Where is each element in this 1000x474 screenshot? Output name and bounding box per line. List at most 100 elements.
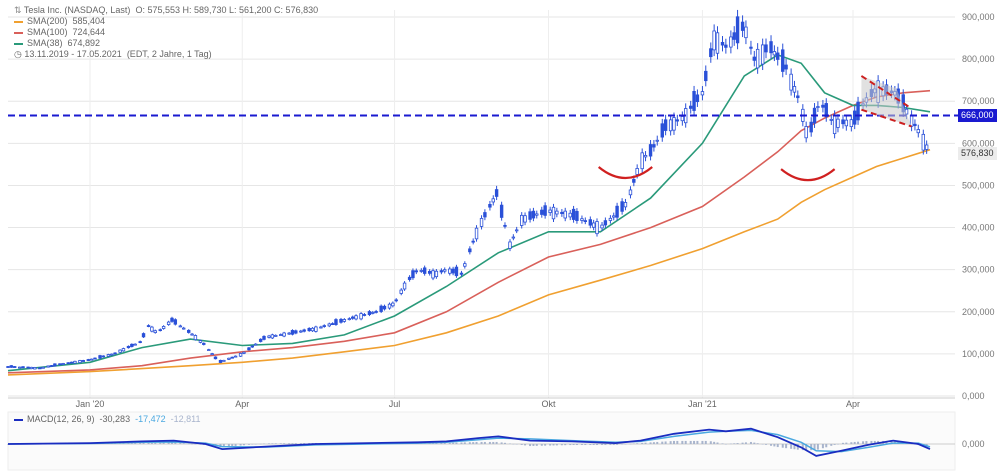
candle-body	[327, 323, 331, 327]
macd-histogram-bar	[515, 444, 518, 445]
last-price-tag: 576,830	[958, 147, 997, 160]
candle-body	[749, 46, 753, 49]
macd-histogram-bar	[910, 443, 913, 445]
y-tick-label: 400,000	[962, 223, 995, 233]
candle-body	[648, 144, 653, 157]
macd-histogram-bar	[724, 444, 727, 445]
candle-body	[81, 360, 85, 362]
macd-histogram-bar	[271, 443, 274, 444]
candle-body	[230, 356, 234, 359]
macd-histogram-bar	[535, 444, 538, 446]
macd-histogram-bar	[219, 444, 222, 447]
candle-body	[531, 210, 536, 219]
candle-body	[792, 86, 797, 93]
candle-body	[26, 366, 30, 369]
x-axis-labels: Jan '20 Apr Jul Okt Jan '21 Apr	[76, 399, 860, 409]
candle-body	[655, 139, 659, 142]
macd-histogram-bar	[681, 440, 684, 444]
candle-body	[821, 104, 825, 108]
candle-body	[299, 330, 303, 333]
macd-histogram-bar	[142, 442, 145, 444]
macd-histogram-bar	[676, 440, 679, 444]
macd-histogram-bar	[154, 442, 157, 444]
y-tick-label: 0,000	[962, 391, 985, 401]
bottom-arc-1	[597, 166, 653, 179]
candle-body	[612, 215, 616, 218]
macd-histogram-bar	[503, 442, 506, 444]
candle-body	[419, 270, 424, 272]
candle-body	[560, 211, 564, 214]
candle-body	[379, 305, 383, 312]
y-tick-label: 200,000	[962, 307, 995, 317]
macd-histogram-bar	[560, 444, 563, 446]
candle-body	[543, 205, 547, 216]
candle-body	[86, 359, 91, 361]
candle-body	[796, 95, 800, 99]
candle-body	[193, 335, 198, 341]
candle-body	[334, 319, 338, 325]
candle-body	[187, 329, 191, 333]
candle-body	[371, 312, 375, 314]
macd-histogram-bar	[669, 441, 672, 444]
macd-histogram-bar	[793, 444, 796, 450]
candle-body	[38, 367, 42, 370]
macd-histogram-bar	[624, 444, 627, 445]
macd-histogram-bar	[119, 443, 122, 444]
macd-histogram-bar	[544, 444, 547, 446]
candle-body	[213, 356, 218, 360]
candle-body	[488, 203, 492, 208]
macd-histogram-bar	[512, 443, 515, 445]
candle-body	[294, 330, 298, 334]
macd-histogram-bar	[520, 444, 523, 445]
candle-body	[454, 266, 459, 277]
candle-body	[41, 366, 45, 369]
macd-histogram-bar	[448, 442, 451, 444]
macd-histogram-bar	[596, 444, 599, 446]
candle-body	[528, 211, 532, 220]
macd-histogram-bar	[604, 444, 607, 446]
candle-body	[233, 355, 238, 358]
candle-body	[290, 330, 295, 335]
macd-histogram-bar	[263, 443, 266, 445]
macd-histogram-bar	[664, 441, 667, 444]
y-tick-label: 600,000	[962, 138, 995, 148]
x-tick-label: Jul	[389, 399, 401, 409]
macd-histogram-bar	[468, 442, 471, 444]
candle-body	[262, 335, 266, 340]
candle-body	[178, 325, 183, 328]
macd-histogram-bar	[696, 440, 699, 444]
y-tick-label: 800,000	[962, 54, 995, 64]
candle-body	[58, 363, 62, 366]
candle-body	[362, 314, 367, 316]
candle-body	[287, 332, 291, 335]
candle-body	[121, 348, 126, 352]
candle-body	[776, 52, 780, 60]
macd-histogram-bar	[729, 443, 732, 445]
candle-body	[760, 44, 765, 65]
candle-body	[849, 119, 854, 128]
candle-body	[374, 311, 378, 313]
candle-body	[434, 270, 439, 278]
macd-histogram-bar	[776, 444, 779, 448]
macd-histogram-bar	[239, 444, 242, 446]
candle-body	[238, 353, 243, 357]
macd-histogram-bar	[636, 443, 639, 444]
candle-body	[695, 94, 700, 103]
macd-histogram-bar	[753, 442, 756, 444]
macd-histogram-bar	[575, 444, 578, 446]
chart-icon: ⇅	[14, 5, 22, 15]
candle-body	[600, 224, 604, 229]
macd-histogram-bar	[589, 444, 592, 446]
macd-histogram-bar	[652, 442, 655, 444]
candle-body	[804, 126, 808, 139]
candle-body	[712, 30, 716, 51]
macd-histogram-bar	[452, 442, 455, 444]
candle-body	[571, 208, 576, 220]
macd-histogram-bar	[7, 444, 9, 445]
sma38-line	[7, 54, 931, 372]
x-tick-label: Apr	[235, 399, 249, 409]
chart-legend: ⇅ Tesla Inc. (NASDAQ, Last) O: 575,553 H…	[14, 5, 318, 60]
candle-body	[856, 101, 860, 121]
macd-histogram-bar	[227, 444, 230, 447]
